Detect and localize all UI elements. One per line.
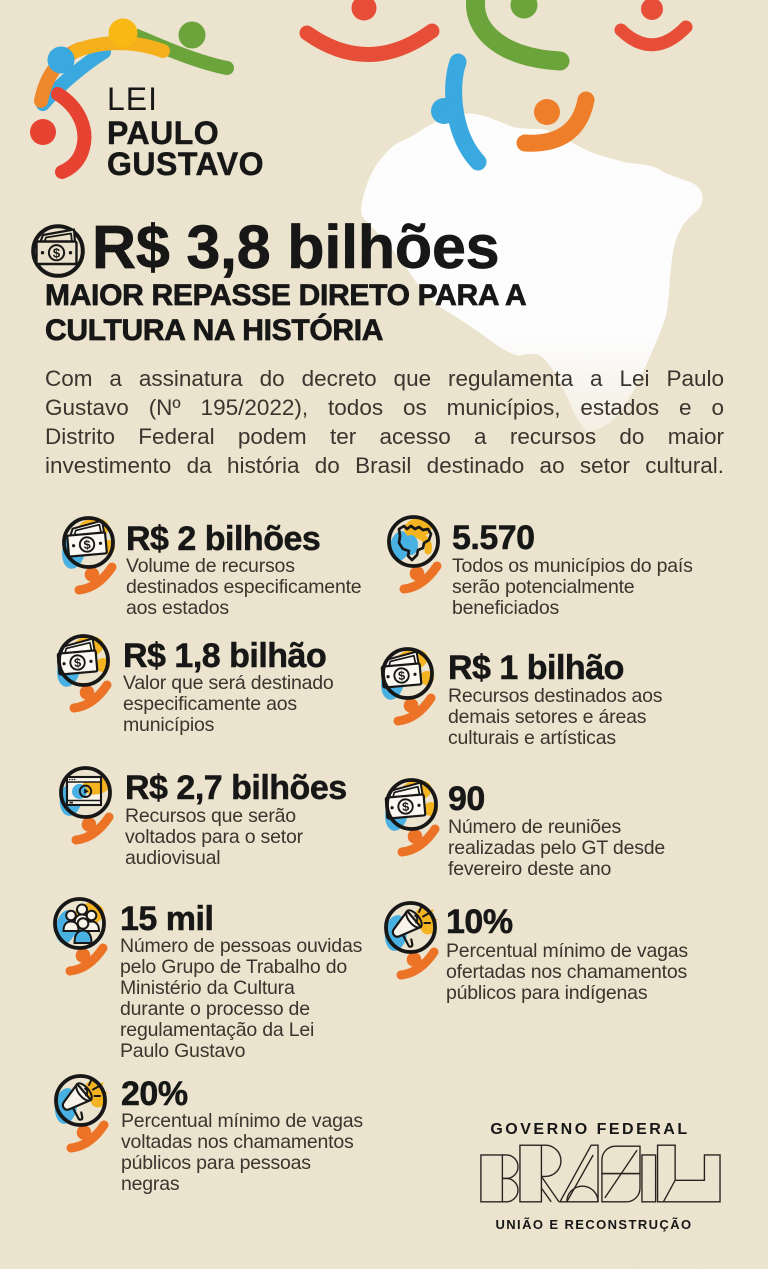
- svg-text:$: $: [53, 245, 61, 260]
